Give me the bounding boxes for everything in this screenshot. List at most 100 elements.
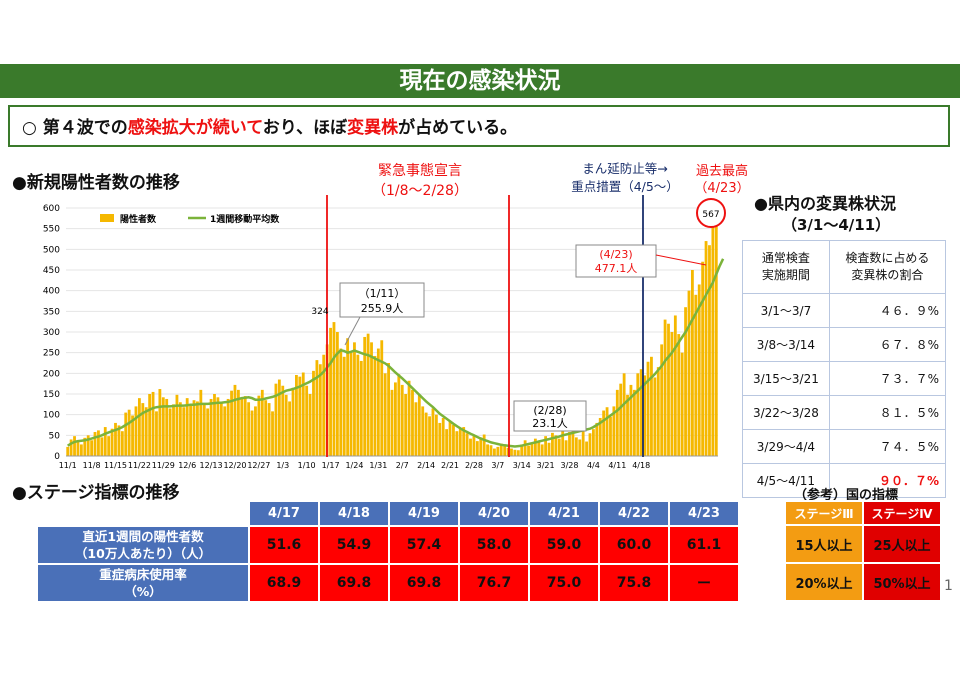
x-tick-label: 3/7 <box>491 461 504 470</box>
daily-bar <box>383 373 387 456</box>
daily-bar <box>561 429 565 456</box>
daily-bar <box>373 355 377 456</box>
daily-bar <box>291 387 295 456</box>
daily-bar <box>400 384 404 456</box>
daily-bar <box>247 402 251 456</box>
daily-bar <box>277 379 281 456</box>
daily-bar <box>86 435 90 456</box>
daily-bar <box>503 445 507 456</box>
daily-bar <box>493 448 496 456</box>
x-tick-label: 11/8 <box>83 461 101 470</box>
stage-beds-value: 75.0 <box>528 563 600 603</box>
daily-bar <box>411 389 414 456</box>
daily-bar <box>281 385 285 456</box>
y-tick-label: 550 <box>43 225 60 235</box>
x-tick-label: 12/20 <box>223 461 246 470</box>
variant-row-period: 3/22～3/28 <box>742 395 830 430</box>
summary-prefix: ○ 第４波での <box>22 118 128 138</box>
daily-bar <box>424 412 428 456</box>
summary-box <box>8 105 950 147</box>
daily-bar <box>701 261 705 456</box>
daily-bar <box>107 436 111 456</box>
reference-stage3-cases: 15人以上 <box>784 524 864 564</box>
legend-label-ma: 1週間移動平均数 <box>210 213 280 225</box>
x-tick-label: 4/18 <box>632 461 650 470</box>
daily-bar <box>455 431 459 456</box>
daily-bar <box>376 348 380 456</box>
daily-bar <box>315 360 319 456</box>
daily-bar <box>421 406 425 456</box>
daily-bar <box>359 360 363 456</box>
daily-bar <box>260 389 264 456</box>
variant-row-rate: ４６．９% <box>828 293 947 328</box>
daily-bar <box>312 370 315 456</box>
daily-bar <box>346 338 350 456</box>
daily-bar <box>322 354 326 456</box>
daily-bar <box>530 443 534 456</box>
daily-bar <box>636 373 640 456</box>
daily-bar <box>103 427 107 456</box>
daily-bar <box>271 411 274 456</box>
daily-bar <box>574 437 578 456</box>
daily-bar <box>458 427 462 456</box>
y-tick-label: 50 <box>49 431 61 441</box>
variant-row-period: 3/8～3/14 <box>742 327 830 362</box>
daily-bar <box>656 367 660 456</box>
x-tick-label: 12/6 <box>178 461 196 470</box>
stage-date: 4/22 <box>598 500 670 527</box>
variant-row-period: 4/5～4/11 <box>742 463 830 498</box>
daily-bar <box>178 402 182 456</box>
daily-bar <box>465 433 469 456</box>
stage-date: 4/21 <box>528 500 600 527</box>
summary-suffix: が占めている。 <box>398 118 518 138</box>
daily-bar <box>428 416 431 456</box>
x-tick-label: 2/14 <box>417 461 435 470</box>
manen-line-2: 重点措置（4/5～） <box>571 179 679 194</box>
daily-bar <box>134 406 138 456</box>
daily-bar <box>131 415 134 456</box>
daily-bar <box>332 322 336 456</box>
stage-row-label-cases: 直近1週間の陽性者数 （10万人あたり）（人） <box>36 525 250 565</box>
daily-bar <box>230 390 233 456</box>
daily-bar <box>578 439 582 456</box>
callout-apr23-box <box>575 244 657 278</box>
stage-cases-value: 60.0 <box>598 525 670 565</box>
x-tick-label: 12/13 <box>200 461 223 470</box>
daily-bar <box>687 290 691 456</box>
x-tick-label: 11/1 <box>59 461 77 470</box>
daily-bar <box>161 397 165 456</box>
daily-bar <box>305 385 309 456</box>
daily-bar <box>523 440 527 456</box>
daily-bar <box>602 410 606 456</box>
daily-bar <box>363 336 367 456</box>
daily-bar <box>124 412 128 456</box>
daily-bar <box>76 441 80 456</box>
reference-stage4-cases: 25人以上 <box>862 524 942 564</box>
record-line-2: （4/23） <box>694 181 750 196</box>
daily-bar <box>196 401 199 456</box>
daily-bar <box>632 389 636 456</box>
daily-bar <box>175 394 179 456</box>
daily-bar <box>206 408 210 456</box>
x-tick-label: 3/14 <box>513 461 531 470</box>
daily-bar <box>202 403 206 456</box>
variant-row-period: 3/15～3/21 <box>742 361 830 396</box>
daily-bar <box>97 430 100 456</box>
x-tick-label: 1/31 <box>369 461 387 470</box>
daily-bar <box>165 398 169 456</box>
daily-bar <box>298 376 302 456</box>
daily-bar <box>243 396 247 456</box>
chart-heading: ●新規陽性者数の推移 <box>12 173 180 193</box>
daily-bar <box>588 433 592 456</box>
daily-bar <box>506 447 510 456</box>
daily-bar <box>236 389 240 456</box>
daily-bar <box>452 425 455 456</box>
daily-bar <box>670 332 674 456</box>
x-axis: 11/1 11/8 11/15 11/22 11/29 12/6 12/13 12/20 12/… <box>59 455 718 470</box>
summary-text: ○ 第４波での感染拡大が続いており、ほぼ変異株が占めている。 <box>22 113 517 138</box>
stage-cases-value: 61.1 <box>668 525 740 565</box>
daily-bar <box>387 363 390 456</box>
x-tick-label: 1/10 <box>298 461 316 470</box>
